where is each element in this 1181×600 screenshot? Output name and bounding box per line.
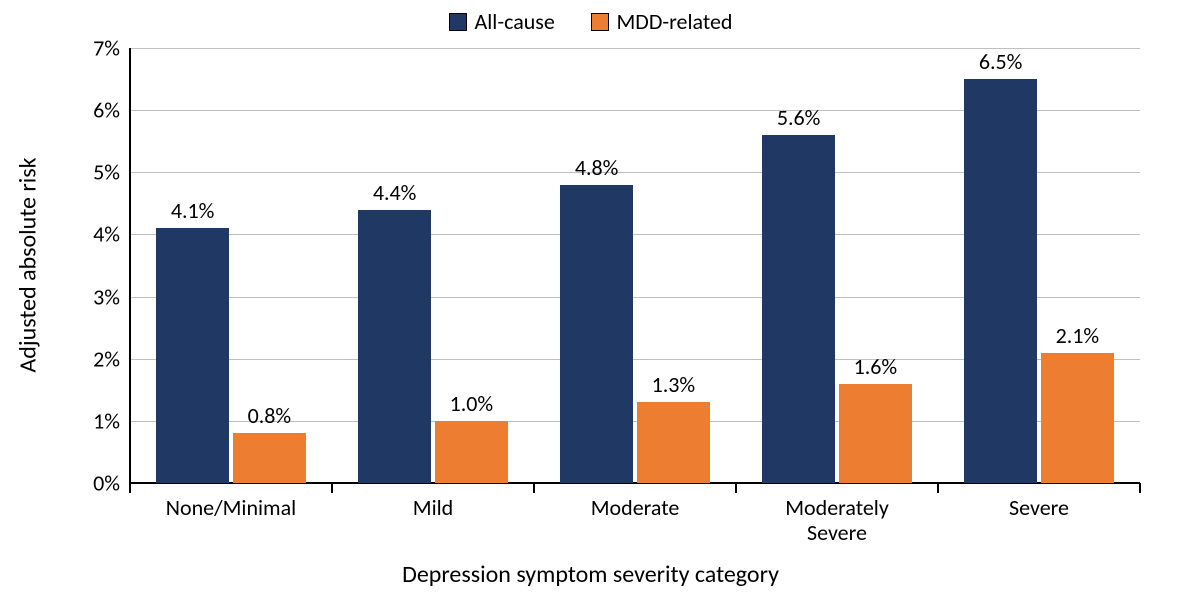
plot-area: 0%1%2%3%4%5%6%7%None/Minimal4.1%0.8%Mild… (130, 48, 1140, 483)
x-tick (129, 483, 131, 493)
y-tick-label: 5% (93, 159, 130, 186)
x-tick-label: None/Minimal (166, 483, 296, 520)
bar-label-mdd-related: 2.1% (1056, 322, 1100, 353)
y-tick-label: 0% (93, 470, 130, 497)
legend-item-all-cause: All-cause (449, 8, 555, 35)
y-axis-title: Adjusted absolute risk (14, 157, 43, 372)
legend-swatch-mdd (591, 13, 609, 31)
bar-all-cause (762, 135, 835, 483)
bar-label-mdd-related: 1.3% (652, 371, 696, 402)
y-tick-label: 2% (93, 345, 130, 372)
legend-label-all-cause: All-cause (475, 8, 555, 35)
y-tick-label: 3% (93, 283, 130, 310)
bar-all-cause (964, 79, 1037, 483)
x-tick (533, 483, 535, 493)
bar-mdd-related (839, 384, 912, 483)
x-tick (937, 483, 939, 493)
y-tick-label: 7% (93, 35, 130, 62)
bar-mdd-related (637, 402, 710, 483)
bar-all-cause (358, 210, 431, 483)
bar-all-cause (156, 228, 229, 483)
bar-label-mdd-related: 1.0% (450, 390, 494, 421)
bar-all-cause (560, 185, 633, 483)
chart-container: All-cause MDD-related Adjusted absolute … (0, 0, 1181, 600)
x-axis-title: Depression symptom severity category (0, 560, 1181, 589)
x-tick-label: Moderate (591, 483, 680, 520)
bar-label-all-cause: 4.8% (575, 154, 619, 185)
bar-label-all-cause: 6.5% (979, 48, 1023, 79)
bar-label-all-cause: 5.6% (777, 104, 821, 135)
legend-label-mdd: MDD-related (617, 8, 733, 35)
bar-label-all-cause: 4.4% (373, 179, 417, 210)
bar-label-mdd-related: 0.8% (248, 402, 292, 433)
bar-label-mdd-related: 1.6% (854, 353, 898, 384)
legend-swatch-all-cause (449, 13, 467, 31)
legend-item-mdd: MDD-related (591, 8, 733, 35)
y-tick-label: 1% (93, 407, 130, 434)
bar-mdd-related (435, 421, 508, 483)
x-tick-label: Severe (1009, 483, 1069, 520)
x-tick (331, 483, 333, 493)
bar-mdd-related (233, 433, 306, 483)
x-tick-label: Mild (413, 483, 453, 520)
y-tick-label: 4% (93, 221, 130, 248)
bar-label-all-cause: 4.1% (171, 197, 215, 228)
legend: All-cause MDD-related (0, 8, 1181, 36)
x-tick (1139, 483, 1141, 493)
y-axis-line (129, 48, 131, 483)
y-tick-label: 6% (93, 97, 130, 124)
x-tick (735, 483, 737, 493)
x-tick-label: Moderately Severe (785, 483, 889, 546)
bar-mdd-related (1041, 353, 1114, 484)
